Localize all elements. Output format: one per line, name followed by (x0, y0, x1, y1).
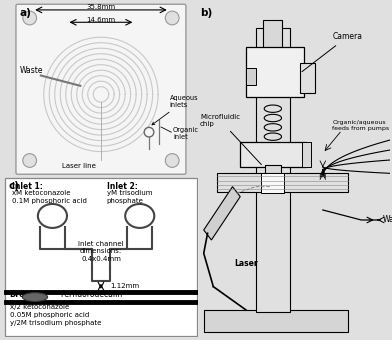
Text: Organic/aqueous
feeds from pumps: Organic/aqueous feeds from pumps (332, 120, 390, 131)
Text: a): a) (19, 8, 31, 18)
Text: Microfluidic
chip: Microfluidic chip (200, 114, 261, 165)
Bar (246, 68, 256, 85)
Text: x/2 ketoconazole: x/2 ketoconazole (10, 304, 69, 310)
Text: 0.05M phosphoric acid: 0.05M phosphoric acid (10, 312, 89, 318)
Circle shape (165, 154, 179, 167)
Circle shape (38, 204, 67, 228)
Circle shape (144, 128, 154, 137)
Text: Droplet:: Droplet: (10, 290, 45, 299)
Text: b): b) (200, 8, 212, 18)
Bar (204, 310, 348, 331)
Circle shape (23, 11, 36, 25)
Bar (261, 173, 285, 193)
Text: Laser: Laser (234, 259, 258, 268)
Text: 1.12mm: 1.12mm (111, 283, 140, 289)
Text: Inlet 2:: Inlet 2: (107, 182, 138, 191)
FancyBboxPatch shape (16, 4, 186, 174)
Bar (256, 28, 290, 311)
Text: Inlet 1:: Inlet 1: (12, 182, 43, 191)
Bar (240, 142, 305, 167)
Text: y/2M trisodium phosphate: y/2M trisodium phosphate (10, 320, 101, 326)
Circle shape (125, 204, 154, 228)
Bar (265, 165, 281, 187)
Text: 35.8mm: 35.8mm (86, 4, 116, 10)
Text: Waste: Waste (382, 216, 392, 224)
Text: Inlet channel
dimensions:
0.4x0.4mm: Inlet channel dimensions: 0.4x0.4mm (78, 241, 124, 262)
Bar (217, 173, 348, 192)
Text: Waste: Waste (20, 66, 44, 75)
Text: yM trisodium: yM trisodium (107, 190, 152, 197)
Text: 14.6mm: 14.6mm (86, 17, 116, 23)
Bar (263, 20, 283, 53)
Ellipse shape (22, 293, 47, 302)
Text: Laser line: Laser line (62, 163, 96, 169)
Text: Aqueous
inlets: Aqueous inlets (152, 95, 198, 125)
Bar (300, 63, 315, 94)
Text: xM ketoconazole: xM ketoconazole (12, 190, 70, 197)
Text: c): c) (9, 181, 20, 191)
Text: Camera: Camera (302, 32, 363, 72)
Text: Organic
inlet: Organic inlet (173, 128, 199, 140)
Text: phosphate: phosphate (107, 198, 143, 204)
Text: Perfluorodecalin: Perfluorodecalin (60, 290, 122, 299)
Circle shape (23, 154, 36, 167)
Polygon shape (204, 187, 240, 240)
Text: 0.1M phosphoric acid: 0.1M phosphoric acid (12, 198, 87, 204)
Bar (246, 47, 304, 97)
Bar (302, 142, 311, 167)
Circle shape (165, 11, 179, 25)
